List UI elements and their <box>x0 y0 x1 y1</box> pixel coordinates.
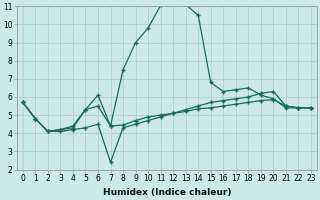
X-axis label: Humidex (Indice chaleur): Humidex (Indice chaleur) <box>103 188 231 197</box>
